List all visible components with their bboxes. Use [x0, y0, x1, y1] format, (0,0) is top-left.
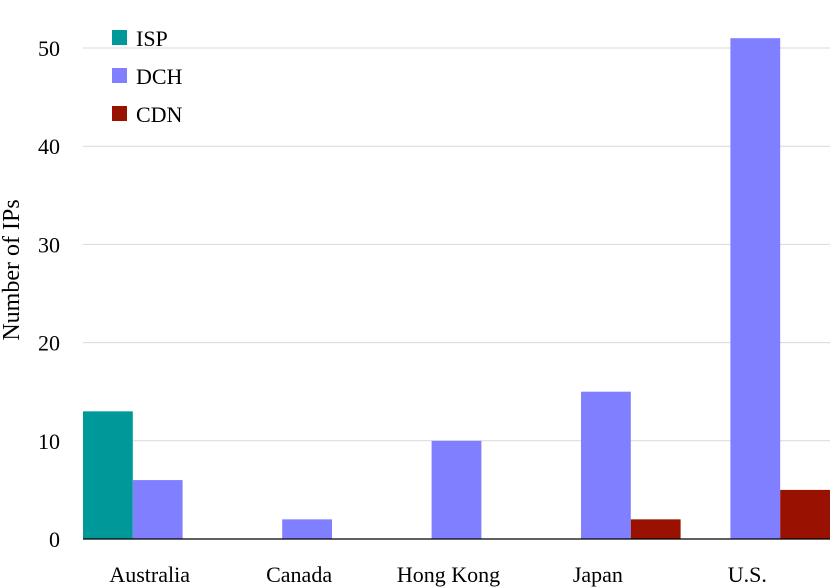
bar-dch-canada	[282, 519, 332, 539]
bar-dch-australia	[132, 480, 183, 539]
legend-label-isp: ISP	[136, 26, 168, 51]
y-tick-label: 0	[49, 527, 60, 552]
y-tick-label: 50	[38, 36, 60, 61]
bar-isp-australia	[83, 411, 133, 539]
x-tick-label: Japan	[573, 562, 623, 587]
x-tick-label: Hong Kong	[397, 562, 500, 587]
legend: ISP DCH CDN	[112, 26, 183, 127]
legend-swatch-isp	[112, 30, 127, 45]
y-tick-label: 30	[38, 232, 60, 257]
gridlines	[83, 47, 830, 442]
legend-label-dch: DCH	[136, 64, 183, 89]
x-tick-label: U.S.	[728, 562, 767, 587]
x-tick-labels: Australia Canada Hong Kong Japan U.S.	[109, 562, 766, 587]
y-tick-label: 40	[38, 134, 60, 159]
y-tick-label: 10	[38, 429, 60, 454]
x-tick-label: Canada	[266, 562, 332, 587]
x-tick-label: Australia	[109, 562, 190, 587]
y-tick-labels: 0 10 20 30 40 50	[38, 36, 60, 552]
bars	[83, 38, 830, 540]
bar-dch-japan	[581, 391, 631, 539]
bar-dch-u-s-	[730, 38, 781, 540]
bar-cdn-u-s-	[780, 489, 830, 539]
legend-swatch-dch	[112, 68, 127, 83]
bar-dch-hong-kong	[431, 440, 482, 539]
y-axis-title: Number of IPs	[0, 199, 25, 340]
legend-swatch-cdn	[112, 106, 127, 121]
legend-label-cdn: CDN	[136, 102, 183, 127]
y-tick-label: 20	[38, 331, 60, 356]
bar-cdn-japan	[630, 519, 681, 539]
